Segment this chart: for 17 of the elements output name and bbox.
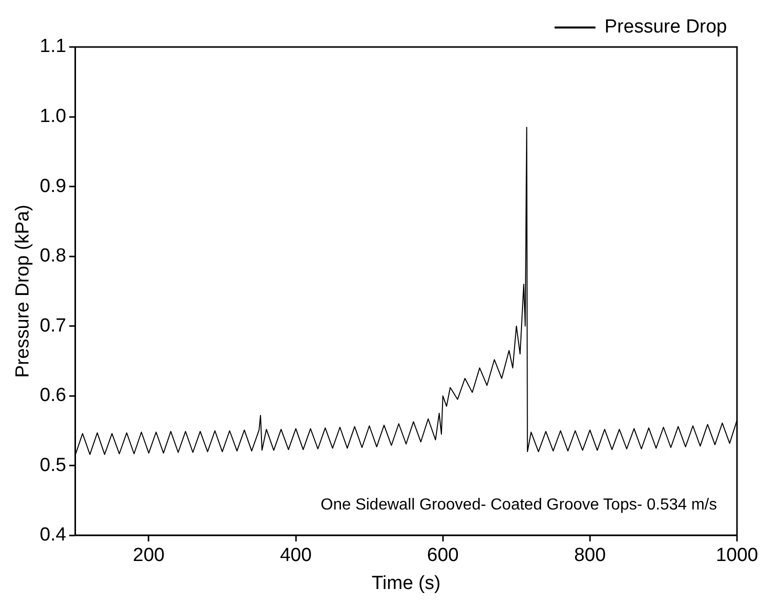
y-tick-label: 0.9	[40, 176, 66, 197]
y-tick-label: 0.6	[40, 385, 66, 406]
y-tick-label: 0.4	[40, 524, 67, 546]
x-tick-label: 600	[427, 545, 459, 566]
y-tick-label: 0.5	[40, 454, 66, 476]
y-tick-label: 1.1	[40, 36, 66, 58]
x-tick-label: 400	[280, 545, 312, 566]
y-tick-label: 0.8	[40, 246, 66, 267]
y-tick-label: 0.7	[40, 315, 66, 336]
y-axis-title: Pressure Drop (kPa)	[12, 204, 34, 378]
y-tick-label: 1.0	[40, 106, 66, 128]
x-tick-label: 200	[132, 545, 165, 566]
x-tick-label: 1000	[716, 545, 758, 566]
x-axis-title: Time (s)	[372, 572, 441, 594]
legend-label: Pressure Drop	[604, 16, 728, 38]
x-tick-label: 800	[574, 545, 606, 566]
annotation: One Sidewall Grooved- Coated Groove Tops- 0.534 m/s	[320, 496, 717, 514]
